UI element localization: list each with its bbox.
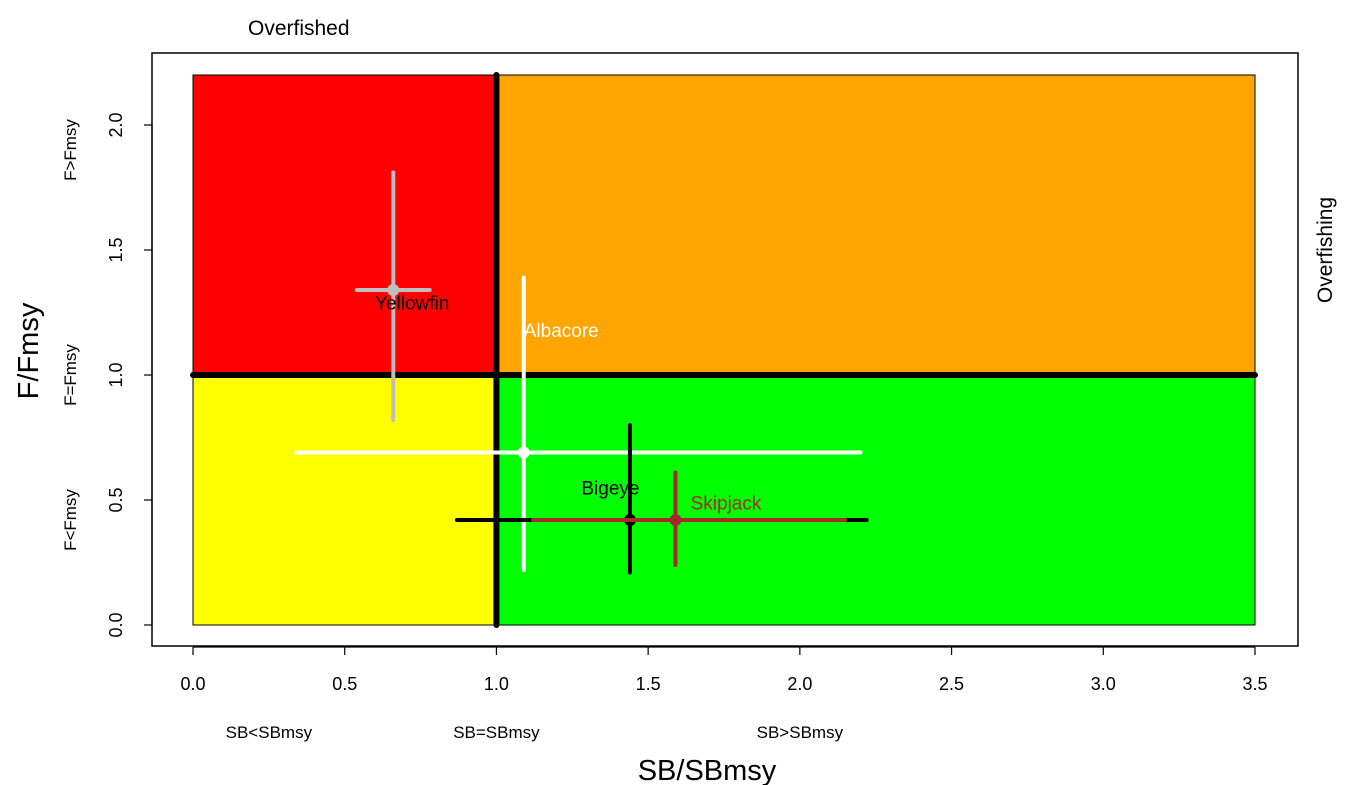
y-axis-title: F/Fmsy xyxy=(13,302,45,399)
y-tick-label: 1.5 xyxy=(106,237,126,262)
y-tick-label: 0.0 xyxy=(106,612,126,637)
top-left-label: Overfished xyxy=(248,17,350,40)
bigeye-label: Bigeye xyxy=(581,479,639,500)
x-tick-label: 3.0 xyxy=(1091,674,1116,694)
albacore-point xyxy=(517,446,530,459)
zone-healthy-overfishing xyxy=(495,74,1256,376)
skipjack-point xyxy=(669,514,682,526)
x-region-label: SB=SBmsy xyxy=(453,723,540,742)
x-axis: 0.0 0.5 1.0 1.5 2.0 2.5 3.0 3.5 SB<SBmsy SB=SBmsy… xyxy=(180,646,1268,742)
x-tick-label: 1.5 xyxy=(636,674,661,694)
reference-lines xyxy=(190,72,1258,628)
y-region-label: F<Fmsy xyxy=(61,489,80,551)
y-tick-label: 0.5 xyxy=(106,487,126,512)
series-skipjack: Skipjack xyxy=(530,470,848,567)
zone-healthy xyxy=(495,374,1256,626)
x-tick-label: 2.5 xyxy=(939,674,964,694)
albacore-label: Albacore xyxy=(524,321,599,342)
zone-layer xyxy=(192,74,1256,626)
x-tick-label: 3.5 xyxy=(1242,674,1267,694)
skipjack-label: Skipjack xyxy=(691,494,762,515)
y-tick-label: 1.0 xyxy=(106,362,126,387)
series-yellowfin: Yellowfin xyxy=(354,170,449,422)
y-region-label: F>Fmsy xyxy=(61,119,80,181)
yellowfin-label: Yellowfin xyxy=(375,294,449,315)
x-tick-label: 0.0 xyxy=(180,674,205,694)
series-layer: Yellowfin Albacore Bigeye Skipjack xyxy=(294,170,869,575)
x-region-label: SB>SBmsy xyxy=(757,723,844,742)
x-region-label: SB<SBmsy xyxy=(226,723,313,742)
yellowfin-point xyxy=(387,284,400,296)
right-label: Overfishing xyxy=(1314,197,1337,303)
x-tick-label: 0.5 xyxy=(332,674,357,694)
x-axis-title: SB/SBmsy xyxy=(638,755,777,785)
zone-overfished-overfishing xyxy=(192,74,497,376)
x-tick-label: 1.0 xyxy=(484,674,509,694)
y-region-label: F=Fmsy xyxy=(61,344,80,406)
x-tick-label: 2.0 xyxy=(787,674,812,694)
zone-overfished-not-overfishing xyxy=(192,374,497,626)
y-axis: 0.0 0.5 1.0 1.5 2.0 F<Fmsy F=Fmsy F>Fmsy xyxy=(61,112,153,638)
y-tick-label: 2.0 xyxy=(106,112,126,137)
